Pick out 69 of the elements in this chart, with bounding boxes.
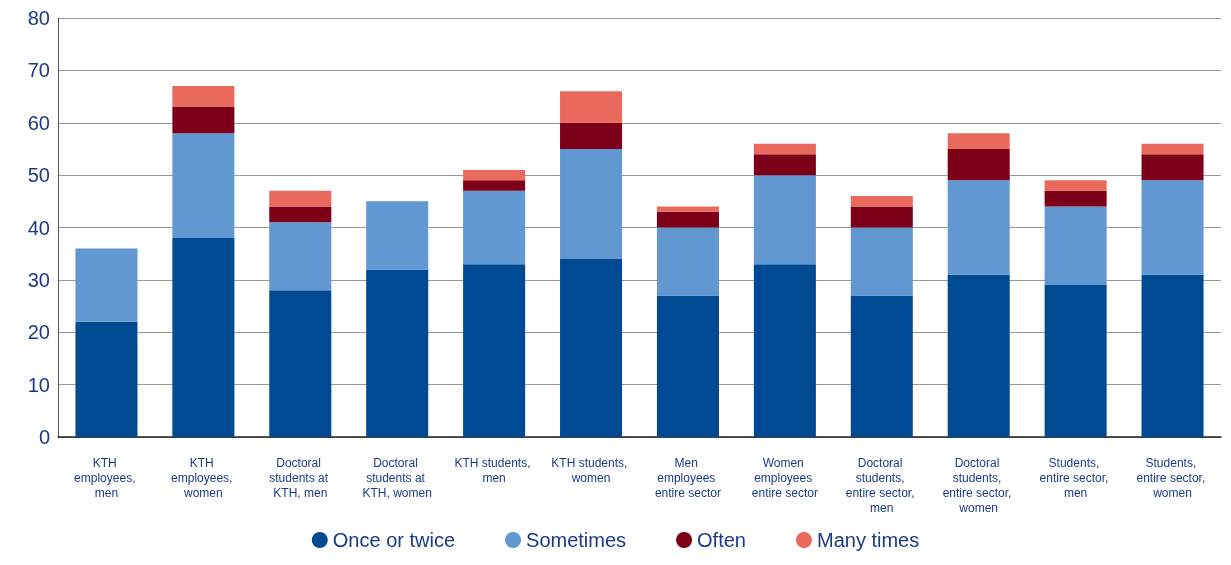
y-tick-label: 40 <box>27 216 50 239</box>
bar <box>75 248 138 322</box>
bar <box>269 190 332 207</box>
y-tick-label: 20 <box>27 321 50 344</box>
y-tick-label: 30 <box>27 268 50 291</box>
bar <box>463 169 526 181</box>
y-tick-label: 60 <box>27 111 50 134</box>
bar <box>172 237 235 437</box>
y-tick-label: 50 <box>27 164 50 187</box>
bar <box>1044 180 1107 191</box>
bar <box>1141 274 1204 437</box>
bar <box>75 321 138 437</box>
bar <box>850 206 913 228</box>
bar <box>947 148 1010 181</box>
bar <box>560 148 623 259</box>
bar <box>753 264 816 437</box>
bar <box>947 274 1010 437</box>
legend-label: Often <box>697 529 746 551</box>
bar <box>947 180 1010 275</box>
y-tick-label: 80 <box>27 7 50 29</box>
bar <box>560 258 623 437</box>
x-tick-label: Doctoral students at KTH, men <box>269 455 332 500</box>
x-tick-label: Women employees entire sector <box>751 455 818 500</box>
x-tick-label: Doctoral students at KTH, women <box>362 455 432 500</box>
bar <box>172 86 235 108</box>
y-tick-label: 70 <box>27 59 50 82</box>
bar <box>172 107 235 134</box>
bar <box>753 143 816 155</box>
x-tick-label: Students, entire sector, women <box>1136 455 1209 500</box>
bar <box>463 190 526 265</box>
x-tick-label: KTH employees, women <box>171 455 236 500</box>
bar <box>850 295 913 437</box>
x-tick-label: KTH employees, men <box>74 455 139 500</box>
bar <box>656 295 719 437</box>
bar <box>269 206 332 223</box>
bar <box>656 211 719 228</box>
bar <box>269 222 332 291</box>
x-tick-label: Doctoral students, entire sector, women <box>942 455 1015 515</box>
bar <box>560 122 623 149</box>
legend-label: Once or twice <box>332 529 456 551</box>
bar <box>1141 154 1204 181</box>
bar <box>850 227 913 296</box>
x-tick-label: Doctoral students, entire sector, men <box>845 455 918 515</box>
bar <box>1141 143 1204 155</box>
bar <box>1141 180 1204 275</box>
bar <box>366 269 429 437</box>
bar <box>463 180 526 191</box>
bar <box>463 264 526 437</box>
bar <box>1044 285 1107 437</box>
bar <box>366 201 429 270</box>
legend-label: Sometimes <box>526 529 627 551</box>
x-tick-label: KTH students, women <box>551 455 631 485</box>
bar <box>753 154 816 176</box>
bar <box>269 290 332 437</box>
bar <box>560 91 623 123</box>
bar <box>1044 206 1107 286</box>
y-tick-label: 0 <box>38 426 50 448</box>
bar <box>172 133 235 238</box>
bar <box>850 196 913 207</box>
bar <box>1044 190 1107 207</box>
bar <box>656 227 719 296</box>
x-tick-label: Men employees entire sector <box>654 455 721 500</box>
x-tick-label: Students, entire sector, men <box>1039 455 1112 500</box>
x-tick-label: KTH students, men <box>454 455 534 485</box>
bar <box>947 133 1010 149</box>
bar <box>656 206 719 212</box>
y-tick-label: 10 <box>27 373 50 396</box>
bar <box>753 175 816 265</box>
legend-label: Many times <box>816 529 920 551</box>
